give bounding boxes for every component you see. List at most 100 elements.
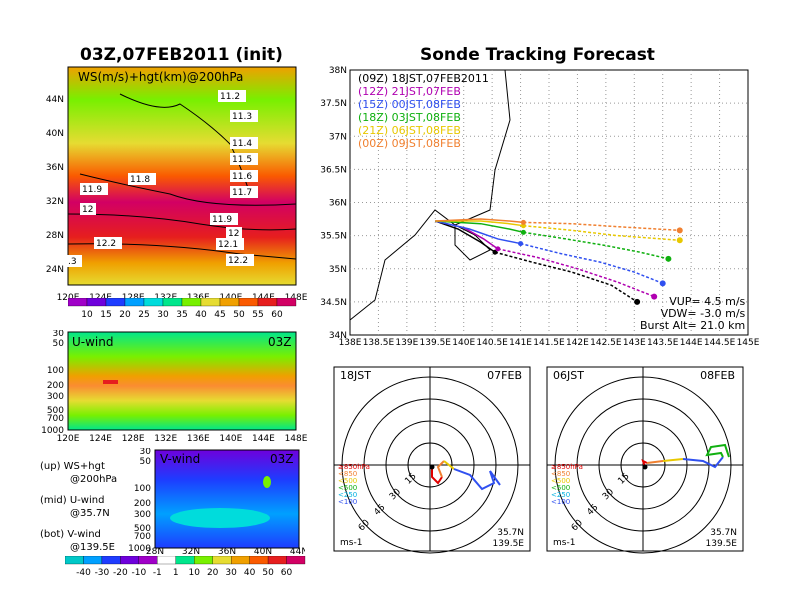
pressure-tick: 50: [140, 457, 152, 467]
hodo-units: ms-1: [553, 538, 575, 548]
v-core: [170, 508, 270, 528]
lat-tick-label: 28N: [46, 231, 64, 241]
v-time: 03Z: [270, 452, 294, 466]
hodo-level-label: <500: [551, 477, 570, 485]
hodo-units: ms-1: [340, 538, 362, 548]
lat-tick-label: 40N: [46, 129, 64, 139]
param-line: Burst Alt= 21.0 km: [640, 319, 746, 332]
hodo-ring: [407, 442, 453, 488]
lon-tick-label: 142E: [566, 338, 589, 348]
burst-point: [520, 219, 526, 225]
lat-tick-label: 38N: [329, 66, 347, 76]
track-params: VUP= 4.5 m/s VDW= -3.0 m/s Burst Alt= 21.0…: [640, 296, 745, 332]
lon-tick-label: 139.5E: [420, 338, 452, 348]
contour-line: [67, 213, 297, 231]
contour-label: 12: [228, 229, 239, 239]
lat-tick-label: 36N: [46, 163, 64, 173]
legend-entry: (15Z) 00JST,08FEB: [358, 98, 461, 111]
lat-tick-label: 37N: [329, 132, 347, 142]
contour-label: .3: [68, 257, 77, 267]
pressure-tick: 30: [140, 448, 152, 457]
contour-line: [79, 173, 297, 206]
colorbar-swatch: [238, 298, 259, 307]
contour-label-bg: [94, 237, 122, 249]
hodo-ring: [620, 442, 666, 488]
contour-label: 11.9: [82, 185, 102, 195]
burst-point: [520, 229, 526, 235]
hodo-level-label: <850: [338, 470, 357, 478]
note-text: (bot) V-wind: [40, 529, 101, 540]
note-item: (bot) V-wind @139.5E: [40, 528, 117, 554]
hodo-level-label: <100: [338, 498, 357, 506]
coastline: [349, 69, 511, 321]
colorbar-tick: 30: [157, 310, 169, 320]
colorbar-swatch: [105, 298, 126, 307]
colorbar-tick: 45: [214, 310, 225, 320]
lat-tick-label: 44N: [46, 95, 64, 105]
lat-tick-label: 35.5N: [320, 232, 347, 242]
colorbar-swatch: [138, 556, 158, 565]
colorbar-tick: 50: [262, 568, 274, 578]
track-legend: (09Z) 18JST,07FEB2011 (12Z) 21JST,07FEB (1…: [358, 72, 489, 150]
legend-entry: (00Z) 09JST,08FEB: [358, 137, 461, 150]
colorbar-tick: 10: [189, 568, 201, 578]
colorbar-swatch: [194, 556, 213, 565]
colorbar-tick: 15: [100, 310, 111, 320]
u-core: [103, 380, 118, 384]
colorbar-swatch: [267, 556, 287, 565]
landing-point: [676, 237, 683, 244]
colorbar-tick: -30: [95, 568, 110, 578]
hodo-level-label: ≥850hPa: [338, 463, 370, 471]
track-panel: 38N 37.5N 37N 36.5N 36N 35.5N 35N 34.5N 34N 138E…: [320, 66, 760, 348]
lon-tick-label: 128E: [122, 434, 145, 444]
contour-line: [67, 243, 297, 260]
contour-label: 12.2: [228, 256, 248, 266]
hodo-trace: [443, 460, 455, 470]
contour-label-bg: [128, 173, 156, 185]
contour-label-bg: [216, 238, 244, 250]
hodo-trace: [453, 468, 496, 491]
track-ascent: [435, 220, 496, 253]
hodo-loc: 35.7N: [497, 528, 524, 538]
colorbar-swatch: [249, 556, 269, 565]
note-sub: @200hPa: [70, 474, 118, 485]
lat-tick-label: 36.5N: [320, 165, 347, 175]
lat-tick-label: 34.5N: [320, 298, 347, 308]
lon-tick-label: 145E: [737, 338, 760, 348]
colorbar-tick: 60: [271, 310, 283, 320]
pressure-tick: 100: [134, 484, 151, 494]
lon-tick-label: 148E: [285, 293, 308, 303]
lon-tick-label: 148E: [285, 434, 308, 444]
left-title: 03Z,07FEB2011 (init): [80, 45, 283, 65]
track-descent: [494, 251, 638, 303]
hodo-level-label: <850: [551, 470, 570, 478]
contour-label-bg: [230, 137, 258, 149]
v-spot: [263, 476, 271, 488]
hodo-level-label: ≥850hPa: [551, 463, 583, 471]
hodo-trace: [431, 467, 443, 485]
hodo-level-label: <250: [551, 491, 570, 499]
colorbar-tick: 20: [207, 568, 219, 578]
contour-label: 11.7: [232, 188, 252, 198]
colorbar-tick: 50: [233, 310, 245, 320]
hodo-trace: [705, 443, 730, 458]
colorbar-swatch: [65, 556, 84, 565]
hodo-time: 06JST: [553, 369, 584, 382]
hodo-ring: [341, 376, 519, 554]
hodo-origin: [429, 464, 435, 470]
hodo-date: 07FEB: [487, 369, 522, 382]
note-sub: @139.5E: [70, 542, 115, 553]
contour-label-bg: [230, 186, 258, 198]
lat-tick-label: 35N: [329, 265, 347, 275]
u-label: U-wind: [72, 335, 114, 349]
burst-point: [492, 249, 498, 255]
colorbar-swatch: [175, 556, 195, 565]
pressure-tick: 700: [47, 414, 64, 424]
param-line: VDW= -3.0 m/s: [660, 307, 746, 320]
hodo-level-label: <500: [338, 484, 357, 492]
colorbar-swatch: [276, 298, 297, 307]
